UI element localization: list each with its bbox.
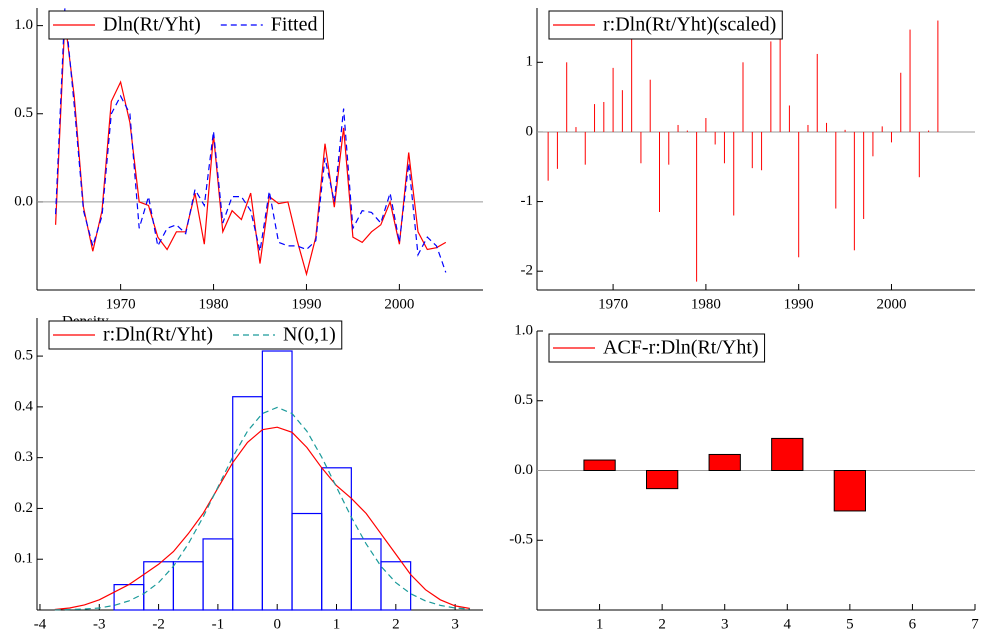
legend: r:Dln(Rt/Yht) N(0,1) xyxy=(48,320,343,350)
x-tick-label: 1980 xyxy=(691,296,721,312)
legend-label: r:Dln(Rt/Yht)(scaled) xyxy=(603,14,776,36)
x-tick-label: 4 xyxy=(784,616,792,632)
histogram-bar xyxy=(202,538,234,611)
x-tick-label: 3 xyxy=(721,616,729,632)
x-tick-label: 1990 xyxy=(784,296,814,312)
x-tick-label: 1970 xyxy=(598,296,628,312)
y-tick-label: -1 xyxy=(521,193,534,209)
x-tick-label: 1 xyxy=(333,616,341,632)
x-tick-label: 2000 xyxy=(876,296,906,312)
legend: r:Dln(Rt/Yht)(scaled) xyxy=(548,10,783,40)
series-line xyxy=(55,7,447,273)
x-tick-label: 6 xyxy=(909,616,917,632)
y-tick-label: 1.0 xyxy=(14,17,33,33)
legend-box xyxy=(48,320,343,350)
y-tick-label: 0.0 xyxy=(514,462,533,478)
histogram-bar xyxy=(172,561,204,611)
x-tick-label: -3 xyxy=(93,616,106,632)
legend-label: Dln(Rt/Yht) xyxy=(103,14,201,36)
y-tick-label: 0.5 xyxy=(14,348,33,364)
panel: -0.5 0.0 0.5 1.0 1 2 3 4 5 6 7 ACF-r:Dln(Rt/Yht) xyxy=(509,322,979,632)
y-tick-label: 0.2 xyxy=(14,500,33,516)
legend-label: N(0,1) xyxy=(283,324,336,346)
x-tick-label: -4 xyxy=(34,616,47,632)
histogram-bar xyxy=(321,467,352,611)
y-tick-label: 0 xyxy=(526,123,534,139)
histogram-bar xyxy=(232,396,263,611)
x-tick-label: 1990 xyxy=(291,296,321,312)
x-tick-label: -2 xyxy=(152,616,165,632)
legend-label: ACF-r:Dln(Rt/Yht) xyxy=(603,337,759,359)
series-line xyxy=(55,20,447,277)
y-tick-label: 0.0 xyxy=(14,193,33,209)
histogram-bar xyxy=(261,350,293,611)
y-tick-label: 0.3 xyxy=(14,449,33,465)
histogram-bar xyxy=(143,561,175,611)
bar xyxy=(583,459,616,472)
bar xyxy=(646,470,679,490)
legend-label: Fitted xyxy=(271,14,318,36)
x-tick-label: 3 xyxy=(451,616,459,632)
x-tick-label: 1970 xyxy=(106,296,136,312)
histogram-bar xyxy=(291,512,323,611)
y-tick-label: -2 xyxy=(521,263,534,279)
x-tick-label: 5 xyxy=(846,616,854,632)
y-tick-label: 0.1 xyxy=(14,551,33,567)
panel: 0.0 0.5 1.0 1970 1980 1990 2000 Dln(Rt/Yht) Fitt… xyxy=(14,7,483,312)
y-tick-label: 1 xyxy=(526,54,534,70)
histogram-bar xyxy=(350,538,382,611)
y-tick-label: 1.0 xyxy=(514,322,533,338)
bar xyxy=(771,437,804,472)
series-line xyxy=(54,426,471,611)
bar xyxy=(833,470,867,512)
y-tick-label: 0.5 xyxy=(514,392,533,408)
histogram-bar xyxy=(380,561,412,611)
legend: ACF-r:Dln(Rt/Yht) xyxy=(548,333,766,363)
x-tick-label: -1 xyxy=(212,616,225,632)
x-tick-label: 1 xyxy=(596,616,604,632)
panel: -2 -1 0 1 1970 1980 1990 2000 r:Dln(Rt/Yht)(scal… xyxy=(521,8,975,312)
x-tick-label: 2 xyxy=(392,616,400,632)
y-tick-label: -0.5 xyxy=(509,532,533,548)
x-tick-label: 2 xyxy=(658,616,666,632)
x-tick-label: 7 xyxy=(971,616,979,632)
x-tick-label: 2000 xyxy=(384,296,414,312)
y-tick-label: 0.5 xyxy=(14,105,33,121)
legend: Dln(Rt/Yht) Fitted xyxy=(48,10,324,40)
legend-box xyxy=(48,10,324,40)
x-tick-label: 1980 xyxy=(199,296,229,312)
histogram-bar xyxy=(113,584,145,611)
x-tick-label: 0 xyxy=(273,616,281,632)
panel: 0.10.20.30.40.5-4-3-2-10123Densityr:Dln(… xyxy=(14,313,483,632)
y-tick-label: 0.4 xyxy=(14,398,33,414)
bar xyxy=(708,453,741,471)
legend-label: r:Dln(Rt/Yht) xyxy=(103,324,213,346)
